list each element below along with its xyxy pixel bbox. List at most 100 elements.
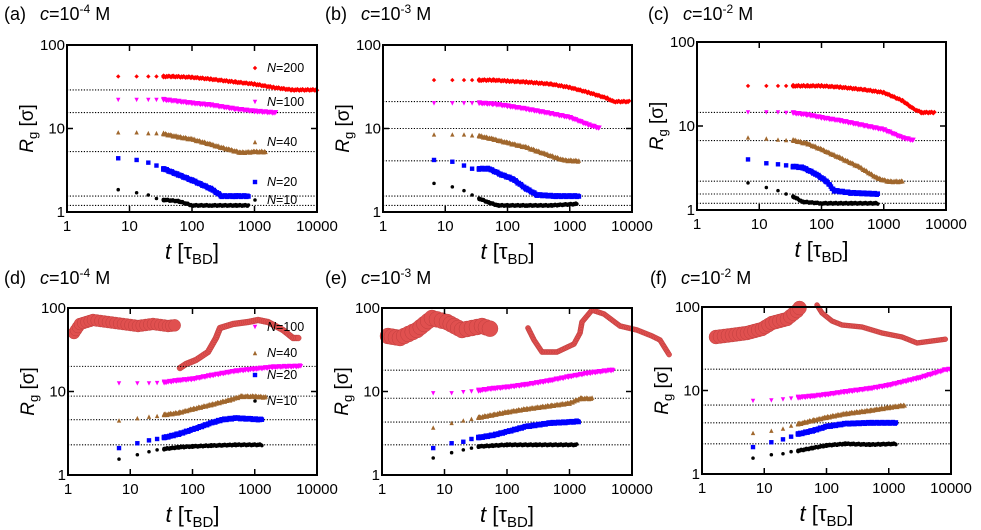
data-point: [469, 77, 475, 83]
data-point: [775, 83, 781, 89]
data-point: [469, 446, 474, 450]
legend-variable: N: [267, 175, 277, 189]
series-n-10: [117, 442, 264, 461]
data-point: [154, 97, 159, 103]
legend-label: N=20: [267, 175, 297, 189]
series-n-40: [745, 135, 905, 185]
data-point: [875, 202, 880, 206]
plot-frame: [696, 41, 947, 211]
data-point: [154, 163, 159, 168]
x-tick-label: 10000: [611, 218, 653, 235]
bracket: ]: [18, 367, 39, 372]
x-axis-subscript: BD: [193, 514, 214, 530]
legend-variable: N: [267, 61, 277, 75]
data-point: [775, 137, 781, 142]
title-unit: M: [733, 4, 753, 24]
data-point: [461, 77, 467, 83]
data-point: [431, 77, 437, 83]
bracket: [: [486, 502, 498, 527]
x-tick-label: 1000: [872, 480, 905, 497]
data-point: [781, 451, 785, 456]
compact-chain-snapshot: [67, 313, 181, 340]
data-point: [745, 110, 751, 115]
x-tick-label: 100: [814, 480, 839, 497]
data-point: [146, 130, 151, 136]
y-tick-label: 1: [372, 467, 380, 484]
data-point: [146, 381, 152, 386]
x-tick-label: 10: [121, 218, 138, 235]
x-axis-variable: t: [165, 239, 172, 264]
y-tick-label: 100: [356, 37, 381, 54]
x-tick-label: 1000: [238, 481, 271, 498]
data-point: [134, 74, 139, 79]
bracket: [: [806, 501, 818, 526]
y-tick-label: 100: [41, 300, 66, 317]
bracket: [: [333, 121, 354, 132]
x-axis-label: t [τBD]: [165, 502, 219, 530]
data-point: [449, 441, 454, 446]
y-tick-label: 1: [58, 467, 66, 484]
bracket: [: [801, 237, 813, 262]
y-axis-subscript: g: [341, 132, 356, 139]
y-axis-subscript: g: [26, 395, 41, 402]
x-tick-label: 100: [180, 481, 205, 498]
legend-value: =40: [276, 135, 297, 149]
x-tick-label: 10000: [296, 218, 338, 235]
data-point: [783, 83, 789, 89]
y-axis-label: Rg [σ]: [333, 104, 356, 153]
x-tick-label: 1000: [553, 481, 586, 498]
series-n-100: [116, 96, 279, 116]
y-tick-label: 10: [364, 121, 381, 138]
y-tick-label: 100: [675, 299, 700, 316]
series-n-10: [432, 181, 579, 208]
bracket: ]: [528, 239, 534, 264]
data-point: [147, 449, 151, 454]
data-point: [780, 426, 786, 431]
data-point: [788, 396, 794, 401]
title-exponent: -3: [401, 2, 412, 16]
panel-title: (a) c=10-4 M: [4, 2, 110, 24]
series-n-40: [116, 393, 269, 423]
y-tick-label: 10: [683, 383, 700, 400]
x-tick-label: 1: [379, 218, 387, 235]
bracket: ]: [17, 104, 38, 109]
data-point: [769, 428, 774, 433]
series-n-100: [431, 367, 616, 396]
data-point: [461, 439, 466, 444]
y-tick-label: 100: [670, 34, 695, 51]
title-equals: =10: [690, 268, 721, 288]
data-point: [154, 413, 160, 419]
title-variable: c: [683, 4, 692, 24]
title-variable: c: [681, 268, 690, 288]
data-point: [783, 137, 789, 143]
data-point: [252, 139, 258, 145]
series-n-10: [116, 187, 251, 208]
series-n-200: [431, 77, 632, 105]
data-point: [252, 65, 258, 71]
panel-label: (e): [325, 268, 347, 288]
legend-variable: N: [267, 368, 277, 382]
title-equals: =10: [370, 268, 401, 288]
data-point: [769, 440, 774, 445]
x-tick-label: 10000: [611, 481, 653, 498]
series-n-40: [431, 132, 582, 164]
data-point: [750, 398, 756, 404]
data-point: [146, 97, 151, 103]
data-point: [575, 202, 579, 206]
data-point: [745, 83, 751, 89]
data-point: [252, 179, 258, 185]
data-point: [576, 158, 582, 163]
series-n-20: [750, 419, 899, 450]
compact-chain-snapshot: [379, 309, 499, 347]
y-tick-label: 1: [57, 204, 65, 221]
data-point: [135, 452, 140, 457]
chain-bead: [295, 334, 302, 342]
data-point: [916, 108, 922, 114]
data-point: [764, 136, 769, 141]
data-point: [135, 381, 140, 386]
series-n-20: [116, 156, 251, 200]
data-point: [431, 101, 437, 106]
title-unit: M: [411, 4, 431, 24]
